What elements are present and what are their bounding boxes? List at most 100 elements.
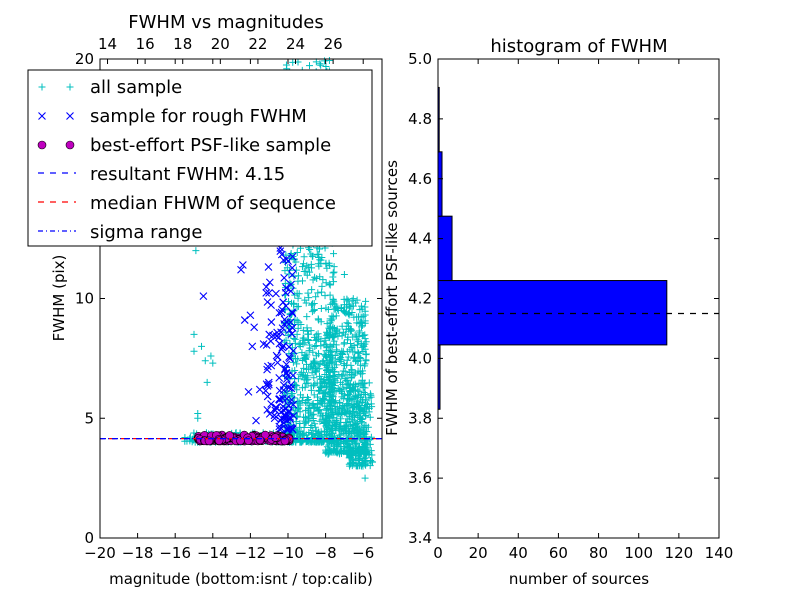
data-point bbox=[296, 408, 304, 416]
data-point bbox=[337, 436, 345, 444]
data-point bbox=[367, 447, 375, 455]
x-tick-label: −6 bbox=[352, 544, 374, 562]
data-point bbox=[353, 397, 361, 405]
data-point bbox=[282, 394, 291, 403]
data-point bbox=[359, 431, 367, 439]
data-point bbox=[277, 308, 286, 317]
data-point bbox=[336, 399, 344, 407]
data-point bbox=[340, 339, 348, 347]
data-point bbox=[355, 387, 363, 395]
data-point bbox=[354, 412, 362, 420]
data-point bbox=[318, 358, 326, 366]
data-point bbox=[199, 292, 208, 300]
data-point bbox=[37, 140, 47, 150]
data-point bbox=[340, 360, 348, 368]
data-point bbox=[366, 390, 374, 398]
data-point bbox=[344, 310, 352, 318]
data-point bbox=[362, 396, 370, 404]
data-point bbox=[300, 253, 308, 261]
data-point bbox=[346, 418, 354, 426]
data-point bbox=[283, 264, 291, 272]
data-point bbox=[271, 433, 280, 442]
data-point bbox=[301, 296, 309, 304]
legend-label: sigma range bbox=[90, 222, 202, 243]
data-point bbox=[350, 448, 358, 456]
data-point bbox=[349, 456, 357, 464]
data-point bbox=[317, 428, 325, 436]
data-point bbox=[354, 422, 362, 430]
data-point bbox=[209, 359, 217, 367]
data-point bbox=[294, 355, 302, 363]
data-point bbox=[350, 394, 358, 402]
data-point bbox=[281, 291, 289, 299]
legend-marker-circle bbox=[37, 140, 75, 150]
scatter-x-ticks: −20 −18 −16 −14 −12 −10 −8 −6 bbox=[84, 59, 374, 562]
data-point bbox=[330, 268, 338, 276]
data-point bbox=[311, 423, 319, 431]
data-point bbox=[322, 279, 330, 287]
legend-label: all sample bbox=[90, 77, 182, 98]
data-point bbox=[339, 307, 347, 315]
data-point bbox=[345, 391, 353, 399]
legend-label: median FHWM of sequence bbox=[90, 193, 336, 214]
data-point bbox=[311, 380, 319, 388]
data-point bbox=[289, 358, 297, 366]
legend-label: resultant FWHM: 4.15 bbox=[90, 164, 285, 185]
x-tick-label: −16 bbox=[159, 544, 191, 562]
data-point bbox=[301, 417, 309, 425]
top-tick-label: 14 bbox=[98, 35, 117, 53]
data-point bbox=[361, 311, 369, 319]
data-point bbox=[340, 271, 348, 279]
data-point bbox=[347, 387, 355, 395]
data-point bbox=[312, 368, 320, 376]
data-point bbox=[325, 56, 333, 64]
data-point bbox=[358, 318, 366, 326]
data-point bbox=[264, 263, 273, 271]
data-point bbox=[305, 365, 313, 373]
data-point bbox=[293, 360, 301, 368]
data-point bbox=[294, 294, 302, 302]
legend-marker-x bbox=[38, 112, 74, 120]
data-point bbox=[267, 361, 276, 370]
data-point bbox=[287, 381, 295, 389]
data-point bbox=[360, 388, 368, 396]
data-point bbox=[343, 371, 351, 379]
data-point bbox=[322, 62, 330, 70]
data-point bbox=[302, 355, 310, 363]
scatter-title: FWHM vs magnitudes bbox=[128, 12, 323, 33]
data-point bbox=[323, 331, 331, 339]
data-point bbox=[201, 357, 209, 365]
data-point bbox=[255, 385, 264, 394]
data-point bbox=[310, 333, 318, 341]
data-point bbox=[352, 393, 360, 401]
data-point bbox=[263, 405, 272, 414]
data-point bbox=[308, 308, 316, 316]
data-point bbox=[315, 361, 323, 369]
data-point bbox=[263, 382, 272, 390]
data-point bbox=[298, 349, 306, 357]
data-point bbox=[305, 429, 313, 437]
data-point bbox=[315, 316, 323, 324]
data-point bbox=[192, 247, 200, 255]
data-point bbox=[302, 418, 310, 426]
data-point bbox=[270, 411, 279, 420]
data-point bbox=[308, 286, 316, 294]
data-point bbox=[308, 301, 316, 309]
data-point bbox=[338, 393, 346, 401]
data-point bbox=[327, 331, 335, 339]
data-point bbox=[350, 342, 358, 350]
data-point bbox=[325, 373, 333, 381]
x-tick-label: 100 bbox=[624, 544, 653, 562]
data-point bbox=[301, 399, 309, 407]
data-point bbox=[313, 274, 321, 282]
data-point bbox=[304, 263, 312, 271]
data-point bbox=[298, 263, 306, 271]
data-point bbox=[324, 449, 332, 457]
data-point bbox=[313, 250, 321, 258]
data-point bbox=[275, 339, 284, 348]
data-point bbox=[347, 361, 355, 369]
data-point bbox=[344, 336, 352, 344]
data-point bbox=[314, 431, 322, 439]
y-tick-label: 0 bbox=[84, 529, 94, 547]
data-point bbox=[355, 327, 363, 335]
